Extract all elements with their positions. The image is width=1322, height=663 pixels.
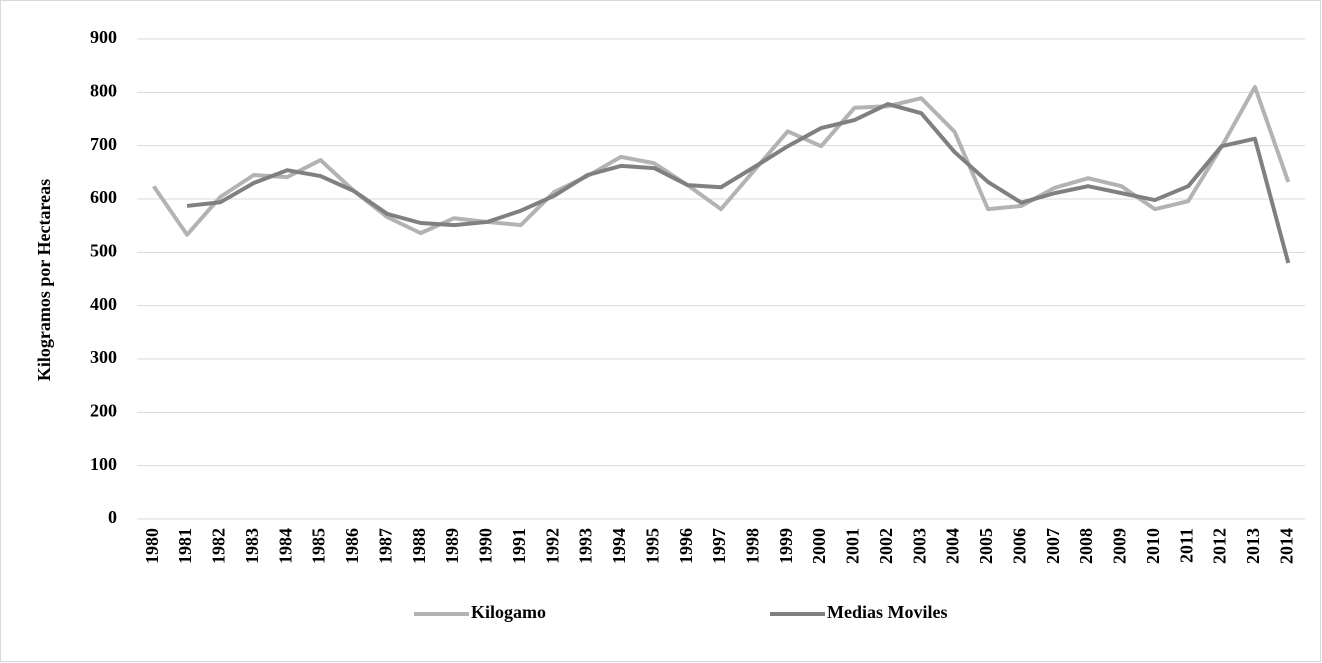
x-tick-label: 1995 (642, 528, 662, 564)
x-tick-label: 1996 (676, 528, 696, 564)
x-tick-label: 1989 (442, 528, 462, 564)
x-tick-label: 2004 (943, 528, 963, 564)
y-tick-label: 400 (90, 294, 117, 314)
x-tick-label: 1999 (776, 528, 796, 564)
x-tick-label: 1983 (242, 528, 262, 564)
x-tick-label: 2005 (976, 528, 996, 564)
x-tick-label: 1993 (576, 528, 596, 564)
x-tick-label: 1982 (209, 528, 229, 564)
x-tick-label: 2009 (1110, 528, 1130, 564)
line-series (186, 102, 1291, 264)
y-tick-label: 200 (90, 400, 117, 420)
x-tick-label: 1984 (275, 528, 295, 564)
x-tick-label: 1990 (476, 528, 496, 564)
legend-label: Kilogamo (471, 602, 546, 622)
x-tick-label: 1986 (342, 528, 362, 564)
x-tick-label: 2013 (1243, 528, 1263, 564)
y-tick-label: 800 (90, 80, 117, 100)
x-tick-label: 2001 (843, 528, 863, 564)
x-tick-label: 1987 (375, 528, 395, 564)
x-tick-label: 1998 (742, 528, 762, 564)
x-tick-label: 2002 (876, 528, 896, 564)
y-tick-label: 700 (90, 134, 117, 154)
x-tick-label: 2006 (1009, 528, 1029, 564)
y-tick-label: 100 (90, 454, 117, 474)
x-tick-label: 1992 (542, 528, 562, 564)
y-axis-label: Kilogramos por Hectareas (34, 179, 54, 381)
x-tick-label: 1980 (142, 528, 162, 564)
x-tick-label: 2000 (809, 528, 829, 564)
y-tick-label: 0 (108, 507, 117, 527)
line-series (152, 85, 1291, 237)
legend-label: Medias Moviles (827, 602, 947, 622)
x-tick-label: 1991 (509, 528, 529, 564)
x-tick-label: 2011 (1176, 528, 1196, 563)
y-tick-label: 600 (90, 187, 117, 207)
x-tick-label: 2012 (1210, 528, 1230, 564)
y-tick-label: 900 (90, 27, 117, 47)
x-tick-label: 1981 (175, 528, 195, 564)
x-tick-label: 2003 (909, 528, 929, 564)
y-tick-label: 500 (90, 240, 117, 260)
y-tick-label: 300 (90, 347, 117, 367)
x-tick-label: 2007 (1043, 528, 1063, 564)
x-tick-label: 2014 (1276, 528, 1296, 564)
x-tick-label: 1994 (609, 528, 629, 564)
x-tick-label: 1985 (309, 528, 329, 564)
x-tick-label: 1988 (409, 528, 429, 564)
x-tick-label: 2008 (1076, 528, 1096, 564)
x-tick-label: 2010 (1143, 528, 1163, 564)
x-tick-label: 1997 (709, 528, 729, 564)
